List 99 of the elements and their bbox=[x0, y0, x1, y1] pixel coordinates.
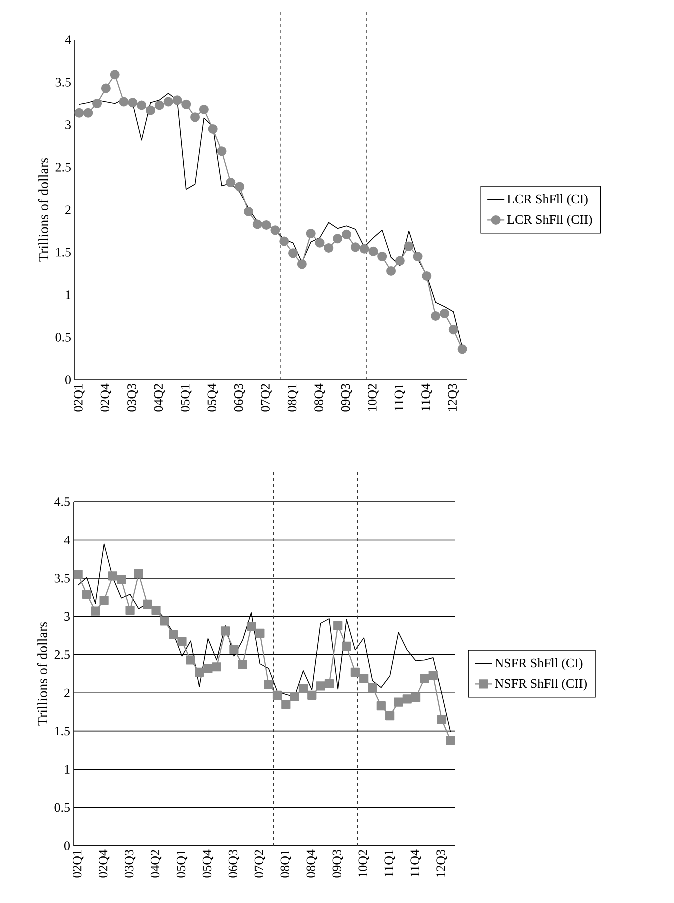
y-tick-label: 3.5 bbox=[56, 78, 71, 87]
x-tick-label: 08Q1 bbox=[288, 384, 299, 412]
point bbox=[244, 206, 254, 216]
x-tick-label: 03Q3 bbox=[128, 384, 138, 412]
point bbox=[110, 70, 120, 80]
y-tick-label: 4 bbox=[64, 536, 70, 544]
point bbox=[458, 344, 468, 354]
x-tick-label: 02Q4 bbox=[98, 850, 110, 878]
point bbox=[208, 124, 218, 134]
point bbox=[431, 311, 441, 321]
y-tick-label: 0 bbox=[66, 376, 71, 384]
x-tick-label: 06Q3 bbox=[234, 384, 246, 412]
point bbox=[146, 106, 156, 116]
y-axis-title: Trillions of dollars bbox=[37, 622, 48, 726]
y-tick-label: 2.5 bbox=[56, 163, 71, 172]
y-tick-label: 0.5 bbox=[54, 803, 70, 812]
point bbox=[386, 266, 396, 276]
point bbox=[84, 108, 94, 118]
x-tick-label: 02Q1 bbox=[74, 384, 85, 412]
point bbox=[226, 178, 236, 188]
point bbox=[297, 260, 307, 270]
x-tick-label: 09Q3 bbox=[341, 384, 352, 412]
point bbox=[350, 242, 360, 252]
point bbox=[182, 100, 192, 110]
point bbox=[342, 230, 352, 240]
point bbox=[368, 246, 378, 256]
point bbox=[217, 146, 227, 156]
point bbox=[270, 226, 280, 236]
point bbox=[172, 96, 182, 106]
point bbox=[252, 220, 262, 230]
y-tick-label: 1 bbox=[66, 290, 71, 300]
point bbox=[101, 84, 111, 94]
x-tick-label: 05Q4 bbox=[208, 384, 218, 412]
x-tick-label: 11Q4 bbox=[422, 384, 432, 411]
x-tick-label: 03Q3 bbox=[124, 850, 136, 878]
point bbox=[137, 100, 147, 110]
y-tick-label: 3 bbox=[64, 612, 70, 622]
point bbox=[413, 252, 423, 262]
x-tick-label: 02Q1 bbox=[72, 850, 84, 878]
x-tick-label: 08Q1 bbox=[280, 850, 292, 878]
y-tick-label: 3.5 bbox=[54, 574, 70, 583]
point bbox=[235, 182, 245, 192]
point bbox=[154, 100, 164, 110]
x-tick-label: 08Q4 bbox=[306, 850, 318, 878]
x-tick-label: 07Q2 bbox=[261, 384, 272, 412]
point bbox=[448, 325, 458, 335]
x-tick-label: 05Q4 bbox=[202, 850, 214, 878]
point bbox=[199, 104, 209, 114]
point bbox=[262, 220, 272, 230]
point bbox=[306, 229, 316, 239]
point bbox=[360, 244, 370, 254]
point bbox=[333, 234, 343, 244]
point bbox=[190, 112, 200, 122]
y-axis-title: Trillions of dollars bbox=[38, 158, 48, 262]
legend-label: NSFR ShFll (CI) bbox=[495, 658, 583, 670]
y-tick-label: 1.5 bbox=[56, 248, 71, 257]
x-tick-label: 07Q2 bbox=[254, 850, 266, 878]
x-tick-label: 10Q2 bbox=[358, 850, 370, 878]
x-tick-label: 12Q3 bbox=[448, 384, 459, 412]
x-tick-label: 10Q2 bbox=[368, 384, 379, 412]
point bbox=[315, 238, 325, 248]
x-tick-label: 06Q3 bbox=[228, 850, 240, 878]
y-tick-label: 2.5 bbox=[54, 650, 70, 660]
legend-label: NSFR ShFll (CII) bbox=[495, 678, 588, 691]
y-tick-label: 4 bbox=[65, 36, 72, 44]
point bbox=[128, 98, 138, 108]
x-tick-label: 04Q2 bbox=[154, 384, 165, 412]
x-tick-label: 11Q4 bbox=[410, 850, 422, 877]
point bbox=[280, 236, 290, 246]
point bbox=[440, 308, 450, 318]
point bbox=[288, 248, 298, 258]
y-tick-label: 0 bbox=[64, 842, 70, 850]
y-tick-label: 2 bbox=[64, 688, 70, 698]
x-tick-label: 04Q2 bbox=[150, 850, 162, 878]
point bbox=[164, 97, 174, 107]
x-tick-label: 12Q3 bbox=[436, 850, 448, 878]
legend-label: LCR ShFll (CI) bbox=[508, 194, 588, 206]
point bbox=[395, 256, 405, 266]
y-tick-label: 2 bbox=[66, 206, 71, 214]
y-tick-label: 4.5 bbox=[54, 498, 70, 506]
x-tick-label: 09Q3 bbox=[332, 850, 344, 878]
point bbox=[324, 243, 334, 253]
point bbox=[422, 272, 432, 282]
x-tick-label: 11Q1 bbox=[384, 850, 396, 877]
y-tick-label: 3 bbox=[66, 120, 71, 130]
legend-label: LCR ShFll (CII) bbox=[508, 214, 592, 227]
x-tick-label: 02Q4 bbox=[100, 384, 112, 412]
point bbox=[378, 252, 388, 262]
point bbox=[92, 98, 102, 108]
x-tick-label: 11Q1 bbox=[394, 384, 406, 411]
point bbox=[404, 242, 414, 252]
y-tick-label: 0.5 bbox=[56, 333, 71, 342]
y-tick-label: 1 bbox=[65, 765, 70, 774]
y-tick-label: 1.5 bbox=[55, 726, 70, 736]
x-tick-label: 05Q1 bbox=[176, 850, 188, 878]
point bbox=[74, 108, 84, 118]
x-tick-label: 05Q1 bbox=[181, 384, 192, 412]
point bbox=[119, 97, 129, 107]
x-tick-label: 08Q4 bbox=[314, 384, 326, 412]
